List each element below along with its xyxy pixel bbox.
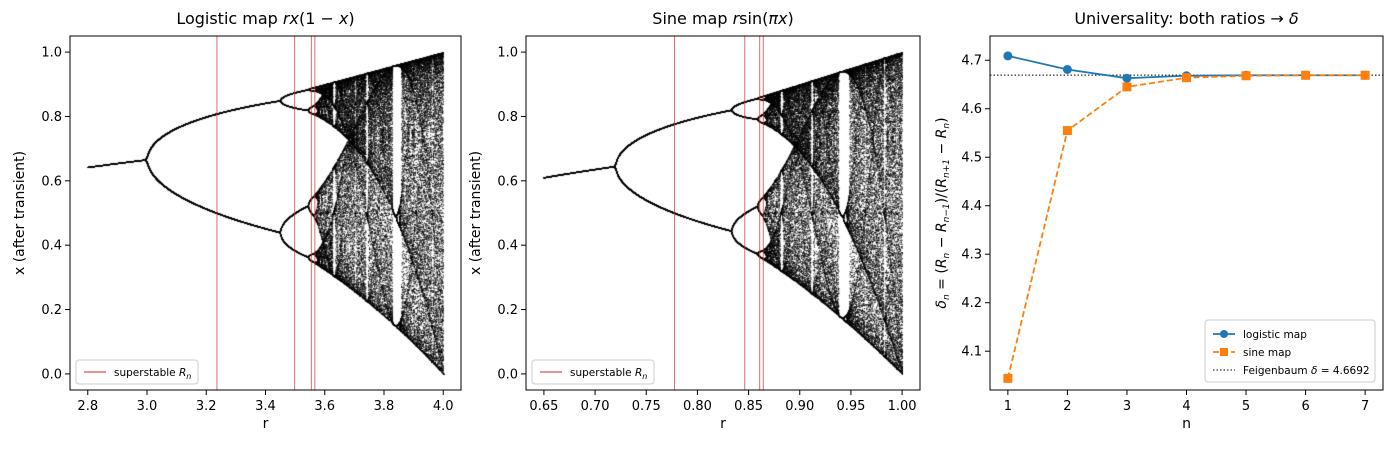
data-point-sine bbox=[1360, 70, 1370, 80]
x-tick-label: 3.4 bbox=[255, 399, 276, 414]
y-tick-label: 4.2 bbox=[961, 296, 982, 311]
y-tick-label: 4.6 bbox=[961, 102, 982, 117]
x-axis-label: n bbox=[1182, 416, 1191, 432]
y-tick-label: 1.0 bbox=[41, 46, 62, 61]
bifurcation-points bbox=[526, 36, 920, 390]
data-point-sine bbox=[1003, 373, 1013, 383]
legend-label: sine map bbox=[1243, 347, 1292, 359]
y-tick-label: 0.8 bbox=[41, 110, 62, 125]
x-tick-label: 0.85 bbox=[734, 399, 763, 414]
y-tick-label: 4.1 bbox=[961, 345, 982, 360]
x-tick-label: 2.8 bbox=[77, 399, 98, 414]
chart-title: Universality: both ratios → δ bbox=[1074, 9, 1299, 28]
x-tick-label: 3 bbox=[1123, 399, 1131, 414]
y-tick-label: 0.6 bbox=[41, 174, 62, 189]
y-tick-label: 1.0 bbox=[497, 46, 518, 61]
data-point-sine bbox=[1182, 73, 1191, 83]
data-point-logistic bbox=[1062, 64, 1072, 74]
x-tick-label: 7 bbox=[1361, 399, 1369, 414]
x-tick-label: 3.0 bbox=[137, 399, 158, 414]
y-tick-label: 0.4 bbox=[497, 239, 518, 254]
bifurcation-panel-logistic: x (after transient) 2.8 3.0 3.2 3.4 3.6 3.8 4.0… bbox=[12, 9, 462, 432]
x-tick-label: 6 bbox=[1301, 399, 1309, 414]
plot-frame bbox=[69, 35, 462, 391]
x-axis-label: r bbox=[720, 416, 726, 432]
legend-box bbox=[531, 359, 655, 385]
data-point-sine bbox=[1241, 71, 1251, 81]
x-tick-label: 3.8 bbox=[374, 399, 395, 414]
legend-swatch-marker bbox=[1220, 330, 1228, 338]
y-tick-label: 4.4 bbox=[961, 199, 982, 214]
x-axis-label: r bbox=[263, 416, 269, 432]
y-tick-label: 0.4 bbox=[41, 239, 62, 254]
ratio-panel: 1 2 3 4 5 6 7 4.1 4.2 4.3 4.4 4.5 4.6 4.7 n δn = (Rn − … bbox=[934, 9, 1384, 432]
legend: superstable Rn bbox=[75, 359, 199, 385]
chart-title: Logistic map rx(1 − x) bbox=[176, 9, 354, 28]
y-tick-label: 4.3 bbox=[961, 248, 982, 263]
x-tick-label: 4.0 bbox=[433, 399, 454, 414]
chart-title: Sine map rsin(πx) bbox=[652, 9, 793, 28]
x-tick-label: 4 bbox=[1182, 399, 1190, 414]
plot-frame bbox=[525, 35, 921, 391]
x-tick-label: 5 bbox=[1242, 399, 1250, 414]
data-point-sine bbox=[1301, 70, 1311, 80]
y-tick-label: 0.6 bbox=[497, 174, 518, 189]
x-tick-label: 0.65 bbox=[529, 399, 558, 414]
data-point-logistic bbox=[1003, 51, 1013, 61]
legend-label: superstable Rn bbox=[570, 367, 647, 381]
legend-label: logistic map bbox=[1243, 329, 1307, 341]
x-tick-label: 3.6 bbox=[314, 399, 335, 414]
y-tick-label: 4.7 bbox=[961, 54, 982, 69]
y-tick-label: 0.0 bbox=[41, 367, 62, 382]
y-axis-label: δn = (Rn − Rn−1)/(Rn+1 − Rn) bbox=[934, 117, 952, 308]
y-tick-label: 0.2 bbox=[41, 303, 62, 318]
y-tick-label: 0.0 bbox=[497, 367, 518, 382]
x-tick-label: 1 bbox=[1004, 399, 1012, 414]
legend: logistic map sine map Feigenbaum δ = 4.669… bbox=[1204, 319, 1376, 383]
y-axis-label: x (after transient) bbox=[468, 151, 484, 275]
data-point-logistic bbox=[1122, 73, 1132, 83]
legend-label: Feigenbaum δ = 4.6692 bbox=[1243, 365, 1370, 377]
x-tick-label: 3.2 bbox=[196, 399, 217, 414]
plot-frame bbox=[989, 35, 1384, 391]
x-tick-label: 0.95 bbox=[836, 399, 865, 414]
bifurcation-points bbox=[70, 36, 461, 390]
x-tick-label: 0.80 bbox=[683, 399, 712, 414]
legend-label: superstable Rn bbox=[114, 367, 191, 381]
y-tick-label: 0.2 bbox=[497, 303, 518, 318]
y-tick-label: 0.8 bbox=[497, 110, 518, 125]
x-tick-label: 0.90 bbox=[785, 399, 814, 414]
bifurcation-panel-sine: x (after transient) 0.65 0.70 0.75 0.80 0.85 0… bbox=[468, 9, 921, 432]
data-point-sine bbox=[1122, 82, 1132, 92]
x-tick-label: 1.00 bbox=[888, 399, 917, 414]
x-tick-label: 0.70 bbox=[581, 399, 610, 414]
legend: superstable Rn bbox=[531, 359, 655, 385]
legend-swatch-marker bbox=[1220, 348, 1228, 356]
x-tick-label: 0.75 bbox=[632, 399, 661, 414]
data-point-sine bbox=[1062, 126, 1072, 136]
legend-box bbox=[1204, 319, 1376, 383]
y-tick-label: 4.5 bbox=[961, 151, 982, 166]
x-tick-label: 2 bbox=[1063, 399, 1071, 414]
y-axis-label: x (after transient) bbox=[12, 151, 28, 275]
legend-box bbox=[75, 359, 199, 385]
